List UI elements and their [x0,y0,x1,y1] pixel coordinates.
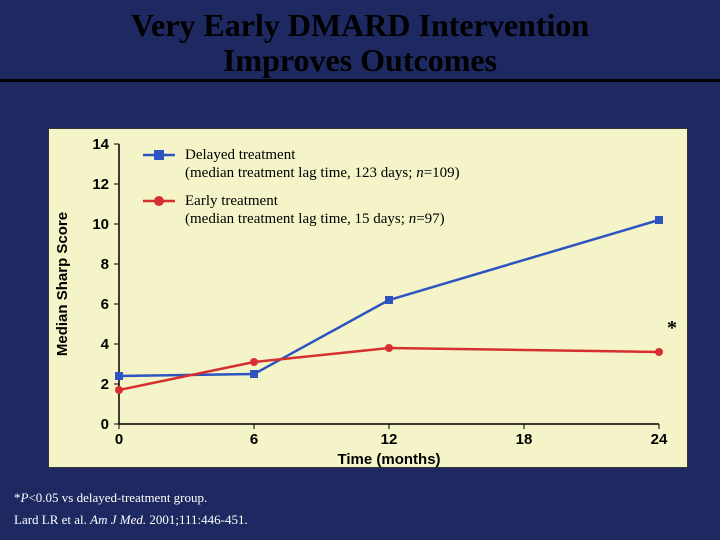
title-wrap: Very Early DMARD Intervention Improves O… [0,0,720,82]
x-tick-label: 18 [516,431,533,448]
marker-delayed [115,372,123,380]
asterisk-marker: * [667,317,677,339]
slide-title: Very Early DMARD Intervention Improves O… [20,8,700,77]
citation: Lard LR et al. Am J Med. 2001;111:446-45… [14,512,248,528]
y-tick-label: 8 [101,256,109,273]
y-tick-label: 10 [92,216,109,233]
x-axis-label: Time (months) [337,451,440,468]
x-tick-label: 24 [651,431,668,448]
y-axis-label: Median Sharp Score [54,212,71,356]
title-line1: Very Early DMARD Intervention [131,7,589,43]
y-tick-label: 2 [101,376,109,393]
title-line2: Improves Outcomes [223,42,497,78]
marker-delayed [250,370,258,378]
marker-early [655,348,663,356]
marker-early [250,358,258,366]
y-tick-label: 12 [92,176,109,193]
footnote: *P<0.05 vs delayed-treatment group. [14,490,207,506]
y-tick-label: 14 [92,136,109,153]
y-tick-label: 4 [101,336,110,353]
marker-early [385,344,393,352]
legend-label-delayed-1: Delayed treatment [185,147,296,163]
chart-panel: 0246810121406121824Time (months)Median S… [48,128,688,468]
citation-j: Am J Med. [90,512,146,527]
citation-a: Lard LR et al. [14,512,90,527]
series-line-early [119,348,659,390]
x-tick-label: 12 [381,431,398,448]
x-tick-label: 0 [115,431,123,448]
citation-b: 2001;111:446-451. [146,512,248,527]
marker-early [115,386,123,394]
legend-label-early-1: Early treatment [185,193,279,209]
legend-label-early-2: (median treatment lag time, 15 days; n=9… [185,211,445,227]
footnote-b: <0.05 vs delayed-treatment group. [28,490,207,505]
y-tick-label: 0 [101,416,109,433]
x-tick-label: 6 [250,431,258,448]
marker-delayed [385,296,393,304]
y-tick-label: 6 [101,296,109,313]
legend-label-delayed-2: (median treatment lag time, 123 days; n=… [185,165,460,181]
marker-delayed [655,216,663,224]
chart-svg: 0246810121406121824Time (months)Median S… [49,129,689,469]
